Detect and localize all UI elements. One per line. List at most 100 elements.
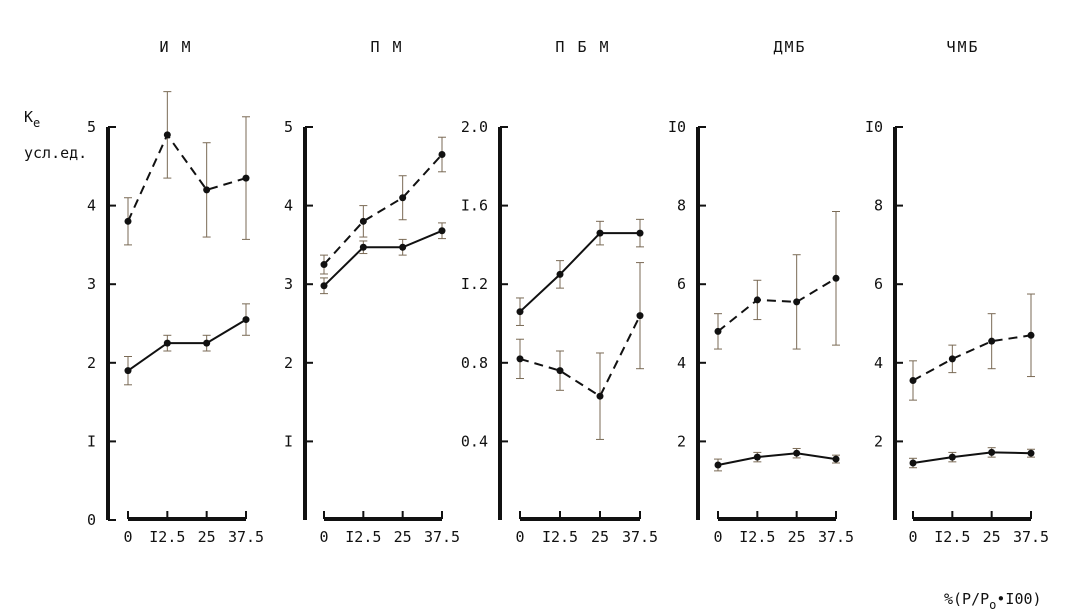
x-tick-label: I2.5 [739,528,775,546]
data-point [948,355,956,363]
y-tick-label: 5 [87,118,96,136]
data-point [516,308,524,316]
data-point [242,316,250,324]
x-tick-label: 0 [515,528,524,546]
data-point [832,455,840,463]
x-tick-label: I2.5 [542,528,578,546]
x-tick-label: 25 [983,528,1001,546]
y-tick-label: 0.8 [461,354,488,372]
data-point [636,229,644,237]
y-axis-unit: усл.ед. [24,144,87,162]
data-point [832,274,840,282]
y-tick-label: I0 [668,118,686,136]
y-tick-label: 2 [874,432,883,450]
y-tick-label: 4 [87,197,96,215]
x-tick-label: 25 [591,528,609,546]
data-point [714,461,722,469]
data-point [753,296,761,304]
series-line-2 [127,318,247,372]
data-point [596,229,604,237]
panel-title: ЧМБ [946,38,979,56]
x-tick-label: 0 [713,528,722,546]
y-tick-label: 8 [677,197,686,215]
series-line-2 [519,315,641,398]
chart-panel-5: ЧМБ 2 4 6 8 I0 0 I2.5 25 37.5 [865,38,1049,546]
series-line-2 [912,451,1032,464]
data-point [556,270,564,278]
x-tick-label: 0 [908,528,917,546]
data-point [988,337,996,345]
data-point [516,355,524,363]
data-point [1027,331,1035,339]
y-tick-label: 2 [677,432,686,450]
x-tick-label: 0 [319,528,328,546]
x-tick-label: I2.5 [149,528,185,546]
data-point [203,186,211,194]
x-tick-label: 0 [123,528,132,546]
data-point [163,131,171,139]
data-point [636,312,644,320]
panel-title: И М [159,38,192,56]
data-point [988,448,996,456]
series-line-2 [323,229,443,287]
y-tick-label: 8 [874,197,883,215]
data-point [714,327,722,335]
series-line-1 [519,232,640,313]
chart-panel-1: И М 0 I 2 3 4 5 0 I2.5 25 37.5 [87,38,264,546]
x-tick-label: I2.5 [934,528,970,546]
chart-panel-3: П Б М 0.4 0.8 I.2 I.6 2.0 0 I2.5 25 37.5 [461,38,658,546]
series-line-1 [323,153,443,266]
data-point [320,261,328,269]
y-tick-label: 5 [284,118,293,136]
y-tick-label: I0 [865,118,883,136]
x-tick-label: 37.5 [622,528,658,546]
y-tick-label: 2 [284,354,293,372]
data-point [242,174,250,182]
panel-title: П Б М [555,38,610,56]
y-tick-label: I [284,432,293,450]
y-tick-label: 4 [677,354,686,372]
data-point [320,282,328,290]
y-tick-label: 0 [87,511,96,529]
data-point [948,453,956,461]
chart-panel-4: ДМБ 2 4 6 8 I0 0 I2.5 25 37.5 [668,38,854,546]
data-point [438,151,446,159]
y-tick-label: 2 [87,354,96,372]
x-tick-label: 25 [198,528,216,546]
series-line-1 [127,132,247,222]
y-tick-label: 4 [874,354,883,372]
y-axis-label: Ke [24,108,40,130]
data-point [359,243,367,251]
y-tick-label: 2.0 [461,118,488,136]
x-tick-label: 37.5 [818,528,854,546]
y-tick-label: 4 [284,197,293,215]
data-point [124,217,132,225]
data-point [909,459,917,467]
x-tick-label: I2.5 [345,528,381,546]
y-tick-label: I.2 [461,275,488,293]
data-point [163,339,171,347]
data-point [124,367,132,375]
data-point [399,243,407,251]
data-point [1027,449,1035,457]
x-axis-label: %(P/Po•I00) [944,590,1042,612]
data-point [596,392,604,400]
data-point [556,367,564,375]
y-tick-label: I [87,432,96,450]
x-tick-label: 25 [788,528,806,546]
panel-title: ДМБ [773,38,806,56]
series-line-1 [717,277,837,333]
y-tick-label: 6 [677,275,686,293]
series-line-2 [717,452,837,466]
panel-title: П М [370,38,403,56]
y-tick-label: 0.4 [461,432,488,450]
data-point [793,449,801,457]
data-point [909,376,917,384]
data-point [203,339,211,347]
chart-panel-2: П М I 2 3 4 5 0 I2.5 25 37.5 [284,38,460,546]
y-tick-label: 3 [284,275,293,293]
data-point [438,227,446,235]
data-point [753,453,761,461]
x-tick-label: 25 [394,528,412,546]
